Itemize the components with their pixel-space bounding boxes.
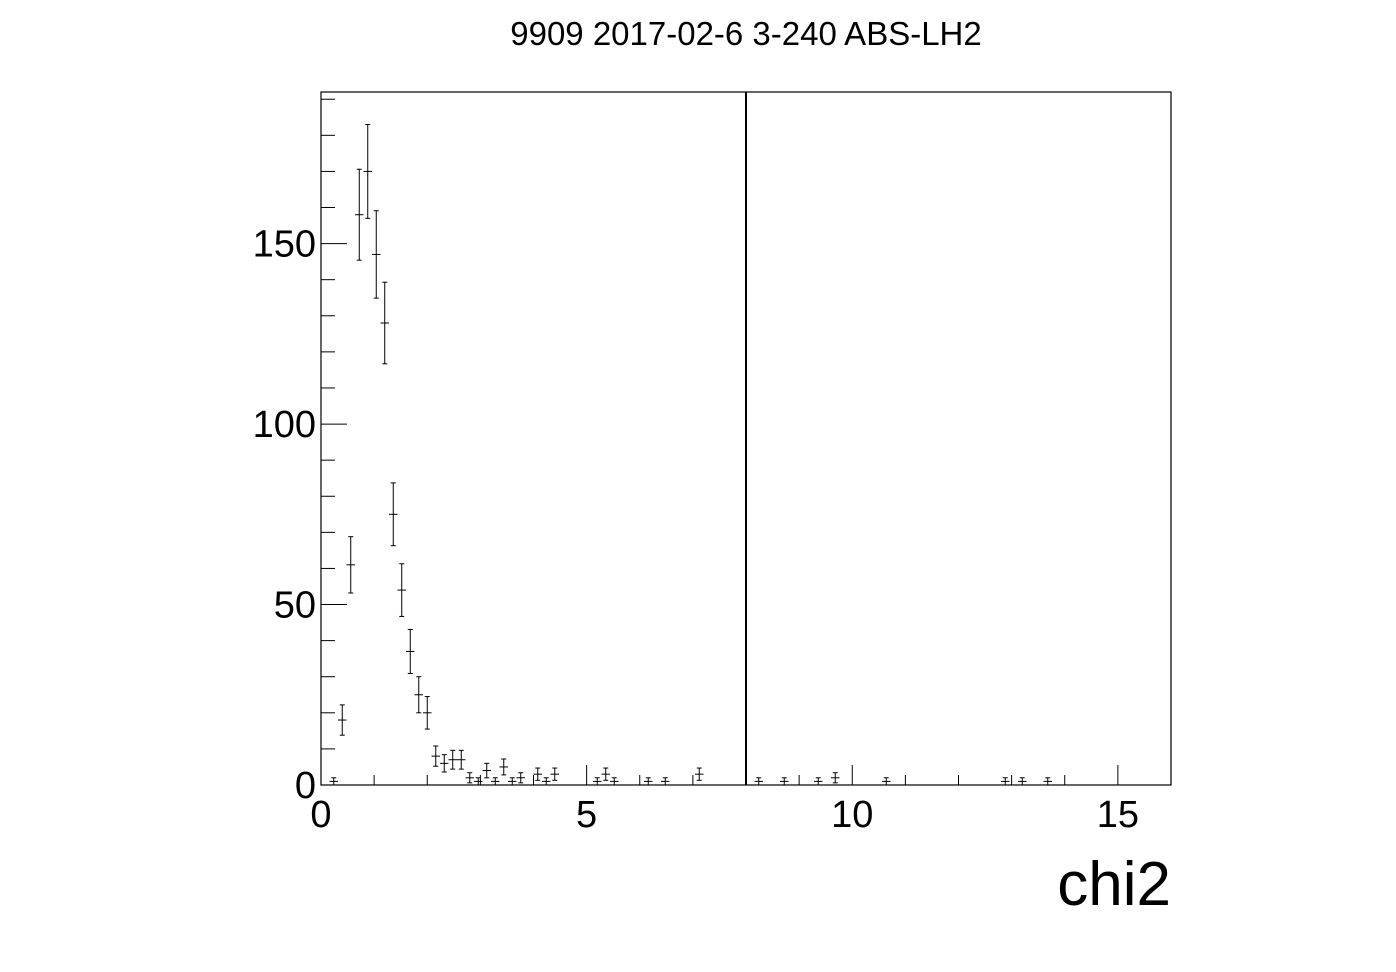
- y-axis-ticks: [321, 98, 347, 786]
- data-point: [814, 777, 823, 786]
- data-point: [414, 676, 423, 714]
- chart-title: 9909 2017-02-6 3-240 ABS-LH2: [510, 15, 982, 52]
- data-point: [831, 772, 840, 784]
- data-point: [372, 210, 381, 299]
- x-axis-title: chi2: [1057, 850, 1171, 919]
- x-tick-label: 5: [576, 794, 597, 836]
- y-tick-label: 0: [295, 765, 316, 807]
- data-point: [329, 777, 338, 786]
- data-point: [499, 758, 508, 776]
- data-point: [406, 628, 415, 674]
- data-point: [644, 777, 653, 786]
- data-point: [661, 777, 670, 786]
- data-point: [457, 749, 466, 770]
- data-point: [601, 767, 610, 781]
- data-point: [593, 777, 602, 786]
- data-point: [754, 777, 763, 786]
- data-point: [338, 704, 347, 736]
- data-point: [542, 777, 551, 786]
- data-point: [1043, 777, 1052, 786]
- data-point: [380, 281, 389, 365]
- data-point: [1001, 777, 1010, 786]
- data-point: [431, 745, 440, 767]
- data-point: [550, 767, 559, 781]
- data-point: [491, 777, 500, 786]
- data-point: [474, 777, 483, 786]
- y-tick-label: 150: [253, 224, 316, 266]
- data-point: [533, 767, 542, 781]
- data-point: [448, 749, 457, 770]
- data-point: [516, 772, 525, 784]
- data-point: [346, 536, 355, 594]
- y-tick-label: 100: [253, 404, 316, 446]
- data-point: [482, 762, 491, 779]
- data-point: [355, 168, 364, 261]
- data-point: [423, 696, 432, 730]
- data-point: [610, 777, 619, 786]
- x-tick-label: 0: [310, 794, 331, 836]
- data-point: [882, 777, 891, 786]
- data-point: [695, 767, 704, 781]
- x-tick-label: 15: [1097, 794, 1139, 836]
- data-point: [508, 777, 517, 786]
- data-point: [363, 123, 372, 219]
- data-point: [780, 777, 789, 786]
- y-tick-label: 50: [274, 585, 316, 627]
- data-point: [389, 482, 398, 547]
- data-point: [465, 772, 474, 784]
- data-point: [1018, 777, 1027, 786]
- x-tick-label: 10: [831, 794, 873, 836]
- data-points: [329, 123, 1052, 786]
- data-point: [397, 563, 406, 617]
- data-point: [440, 754, 449, 773]
